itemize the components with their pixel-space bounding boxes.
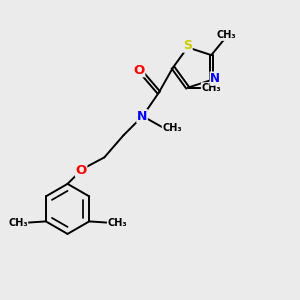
Text: CH₃: CH₃ — [216, 30, 236, 40]
Text: CH₃: CH₃ — [162, 123, 182, 133]
Text: O: O — [134, 64, 145, 77]
Text: O: O — [76, 164, 87, 177]
Text: CH₃: CH₃ — [201, 83, 221, 93]
Text: S: S — [183, 39, 192, 52]
Text: N: N — [210, 72, 220, 85]
Text: CH₃: CH₃ — [107, 218, 127, 228]
Text: CH₃: CH₃ — [8, 218, 28, 228]
Text: N: N — [137, 110, 147, 123]
